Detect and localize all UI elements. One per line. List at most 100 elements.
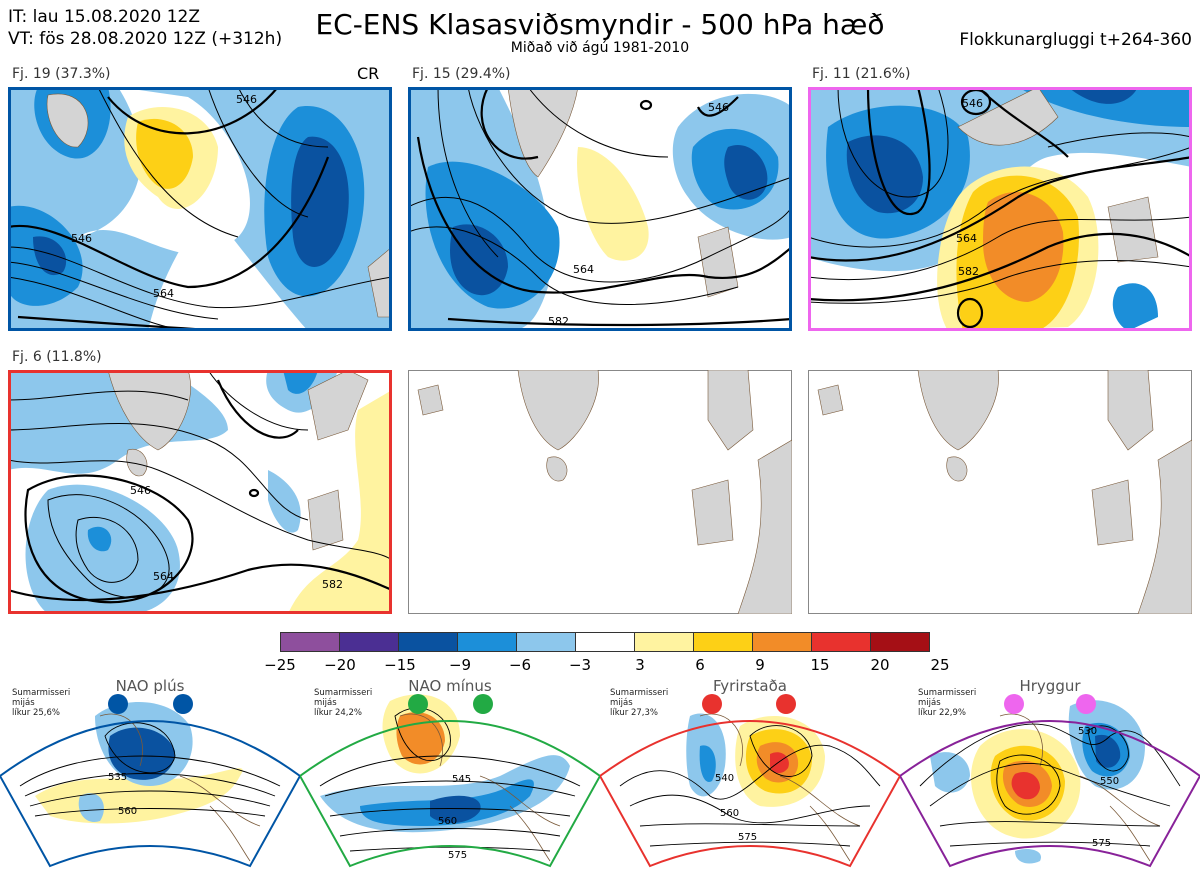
contour-label: 564 [153,287,174,300]
regime-blocking[interactable]: Sumarmisseri mijás líkur 27,3% Fyrirstað… [600,676,900,871]
regime-probability: líkur 25,6% [12,708,60,718]
contour-label: 550 [1100,776,1119,787]
legend-swatch [339,632,399,652]
legend-tick: −15 [384,656,416,674]
contour-label: 560 [118,806,137,817]
contour-label: 575 [448,850,467,861]
regime-phase: mijás [12,698,35,708]
cluster-map-4: 546 564 582 [8,370,392,614]
regime-nao-plus[interactable]: Sumarmisseri mijás líkur 25,6% NAO plús … [0,676,300,871]
legend-tick: 25 [930,656,950,674]
contour-label: 546 [236,93,257,106]
legend-swatch [870,632,930,652]
empty-map-panel-5 [408,370,792,614]
legend-tick: 9 [755,656,765,674]
color-legend [280,632,930,652]
legend-tick: −3 [568,656,592,674]
regime-probability: líkur 27,3% [610,708,658,718]
regime-map: 545 560 575 [300,694,600,868]
regime-probability: líkur 24,2% [314,708,362,718]
regime-name: Hryggur [1019,677,1081,695]
panel-1-label: Fj. 19 (37.3%) [12,66,111,82]
regime-season: Sumarmisseri [314,688,373,698]
legend-tick: −9 [448,656,472,674]
cluster-panel-2[interactable]: 564 582 546 [408,87,792,331]
contour-label: 540 [715,773,734,784]
panel-4-label: Fj. 6 (11.8%) [12,349,102,365]
legend-tick: 6 [695,656,705,674]
cluster-map-1: 546 546 564 [8,87,392,331]
empty-map-5 [408,370,792,614]
regime-map: 530 550 575 [900,694,1200,868]
regime-map: 535 560 [0,694,300,868]
regime-season: Sumarmisseri [12,688,71,698]
regime-info: Sumarmisseri mijás líkur 22,9% [918,688,976,718]
contour-label: 546 [130,484,151,497]
regime-info: Sumarmisseri mijás líkur 27,3% [610,688,668,718]
contour-label: 560 [438,816,457,827]
regime-nao-minus[interactable]: Sumarmisseri mijás líkur 24,2% NAO mínus… [300,676,600,871]
legend-swatch [398,632,458,652]
legend-swatch [280,632,340,652]
regime-phase: mijás [314,698,337,708]
regime-probability: líkur 22,9% [918,708,966,718]
regime-ridge[interactable]: Sumarmisseri mijás líkur 22,9% Hryggur [900,676,1200,871]
contour-label: 582 [548,315,569,328]
regime-info: Sumarmisseri mijás líkur 25,6% [12,688,70,718]
legend-swatch [516,632,576,652]
page-subtitle: Miðað við ágú 1981-2010 [510,40,690,56]
panel-1-cr-label: CR [357,64,380,83]
panel-2-label: Fj. 15 (29.4%) [412,66,511,82]
valid-time: VT: fös 28.08.2020 12Z (+312h) [8,29,283,49]
panel-4-border [8,370,392,614]
contour-label: 546 [962,97,983,110]
legend-swatch [457,632,517,652]
contour-label: 564 [956,232,977,245]
init-time: IT: lau 15.08.2020 12Z [8,7,200,27]
legend-tick: 3 [635,656,645,674]
cluster-panel-4[interactable]: 546 564 582 [8,370,392,614]
regime-phase: mijás [610,698,633,708]
legend-tick: −25 [264,656,296,674]
panel-3-label: Fj. 11 (21.6%) [812,66,911,82]
contour-label: 535 [108,772,127,783]
contour-label: 545 [452,774,471,785]
classification-window: Flokkunargluggi t+264-360 [959,30,1192,50]
cluster-map-2: 564 582 546 [408,87,792,331]
page-title: EC-ENS Klasasviðsmyndir - 500 hPa hæð [315,8,885,41]
legend-swatch [634,632,694,652]
panel-1-border [8,87,392,331]
legend-swatch [693,632,753,652]
contour-label: 575 [738,832,757,843]
contour-label: 564 [153,570,174,583]
regime-name: NAO mínus [408,677,492,695]
cluster-panel-3[interactable]: 546 564 582 [808,87,1192,331]
legend-tick: −20 [324,656,356,674]
contour-label: 575 [1092,838,1111,849]
regime-info: Sumarmisseri mijás líkur 24,2% [314,688,372,718]
contour-label: 582 [958,265,979,278]
legend-tick: 20 [870,656,890,674]
panel-3-border [808,87,1192,331]
regime-name: NAO plús [115,677,185,695]
legend-swatch [752,632,812,652]
contour-label: 560 [720,808,739,819]
contour-label: 582 [322,578,343,591]
regime-name: Fyrirstaða [713,677,787,695]
cluster-panel-1[interactable]: 546 546 564 [8,87,392,331]
contour-label: 564 [573,263,594,276]
regime-season: Sumarmisseri [610,688,669,698]
regime-season: Sumarmisseri [918,688,977,698]
legend-tick: 15 [810,656,830,674]
empty-map-panel-6 [808,370,1192,614]
cluster-map-3: 546 564 582 [808,87,1192,331]
run-info: IT: lau 15.08.2020 12Z VT: fös 28.08.202… [8,6,282,50]
empty-map-6 [808,370,1192,614]
contour-label: 546 [71,232,92,245]
legend-tick: −6 [508,656,532,674]
legend-swatch [575,632,635,652]
legend-swatch [811,632,871,652]
regime-phase: mijás [918,698,941,708]
panel-2-border [408,87,792,331]
contour-label: 530 [1078,726,1097,737]
